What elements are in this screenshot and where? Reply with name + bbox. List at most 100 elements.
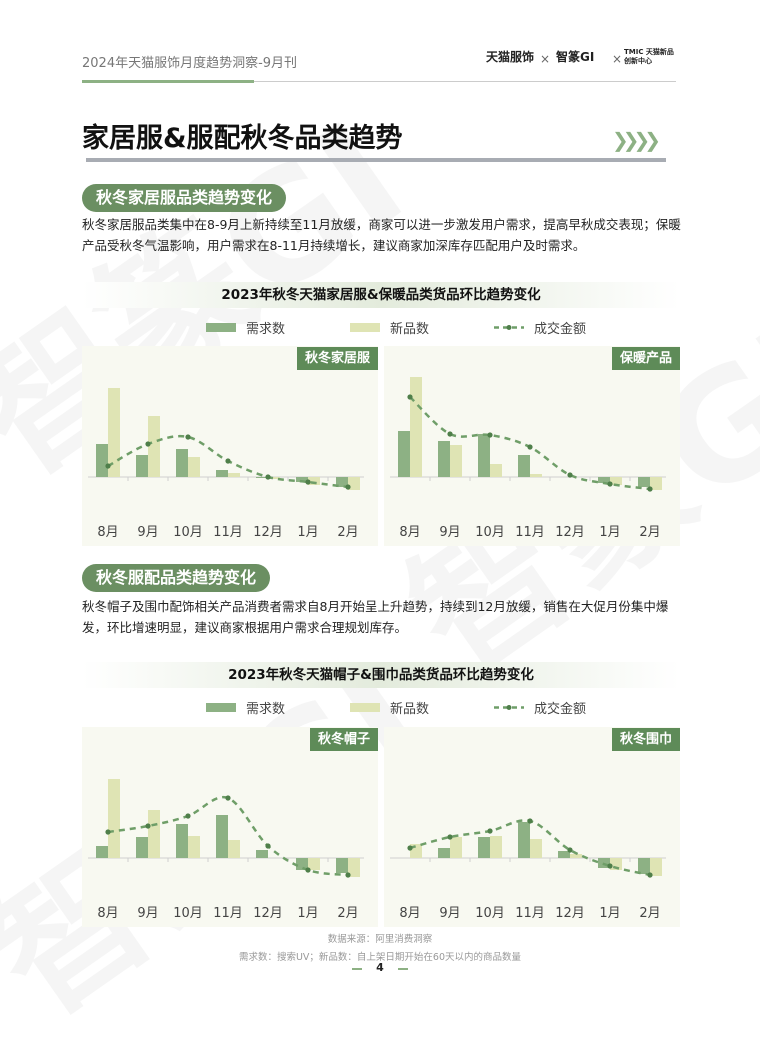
point-gmv xyxy=(407,845,413,851)
point-gmv xyxy=(407,394,413,400)
point-gmv xyxy=(447,834,453,840)
bar-demand xyxy=(296,858,308,870)
bar-demand xyxy=(518,455,530,477)
bar-demand xyxy=(216,470,228,477)
legend-demand: 需求数 xyxy=(206,318,285,337)
tmic-logo: TMIC 天猫新品创新中心 xyxy=(624,48,674,65)
section-heading-homewear: 秋冬家居服品类趋势变化 xyxy=(82,184,287,212)
panel-label: 秋冬围巾 xyxy=(611,728,680,751)
point-gmv xyxy=(527,818,533,824)
page-number-decoration xyxy=(352,968,362,970)
bar-demand xyxy=(96,444,108,477)
bar-new xyxy=(530,839,542,858)
point-gmv xyxy=(225,795,231,801)
separator: × xyxy=(612,52,623,66)
bar-demand xyxy=(438,848,450,858)
point-gmv xyxy=(345,484,351,490)
bar-new xyxy=(348,858,360,877)
chart-title-accessories: 2023年秋冬天猫帽子&围巾品类货品环比趋势变化 xyxy=(82,662,680,688)
chevrons-icon: ❯❯❯❯ xyxy=(612,128,661,152)
chart-panel-homewear: 秋冬家居服 8月 9月 10月 11月 12月 1月 2月 xyxy=(82,346,378,546)
bar-demand xyxy=(638,858,650,874)
panel-label: 保暖产品 xyxy=(611,347,680,370)
point-gmv xyxy=(265,474,271,480)
bar-new xyxy=(530,474,542,477)
legend-demand: 需求数 xyxy=(206,698,285,717)
bar-demand xyxy=(176,824,188,858)
bar-demand xyxy=(518,822,530,858)
x-tick-label: 8月 xyxy=(399,906,420,921)
bar-new xyxy=(650,858,662,876)
zhizhuan-gi-logo: 智篆GI xyxy=(556,50,595,64)
x-tick-label: 8月 xyxy=(97,906,118,921)
bar-new xyxy=(148,416,160,477)
bar-new xyxy=(650,477,662,490)
point-gmv xyxy=(447,431,453,437)
point-gmv xyxy=(105,829,111,835)
chart-svg: 8月 9月 10月 11月 12月 1月 2月 xyxy=(88,779,364,921)
bar-new xyxy=(108,388,120,477)
page-title: 家居服&服配秋冬品类趋势 xyxy=(82,123,403,154)
title-underline xyxy=(86,158,666,162)
point-gmv xyxy=(647,872,653,878)
point-gmv xyxy=(145,441,151,447)
bar-new xyxy=(188,836,200,858)
header-accent-line xyxy=(82,80,254,83)
point-gmv xyxy=(607,481,613,487)
bar-demand xyxy=(96,846,108,858)
bar-demand xyxy=(598,477,610,483)
bar-demand xyxy=(478,434,490,477)
x-tick-label: 10月 xyxy=(173,525,203,540)
point-gmv xyxy=(647,486,653,492)
x-tick-label: 11月 xyxy=(213,525,243,540)
legend-gmv: 成交金额 xyxy=(494,698,586,717)
x-tick-label: 12月 xyxy=(253,525,283,540)
x-tick-label: 9月 xyxy=(137,906,158,921)
bar-demand xyxy=(216,815,228,858)
x-tick-label: 10月 xyxy=(475,525,505,540)
legend-new: 新品数 xyxy=(350,698,429,717)
document-header-title: 2024年天猫服饰月度趋势洞察-9月刊 xyxy=(82,56,298,71)
chart-svg: 8月 9月 10月 11月 12月 1月 2月 xyxy=(88,388,364,540)
x-tick-label: 12月 xyxy=(555,906,585,921)
point-gmv xyxy=(185,813,191,819)
chart-svg: 8月 9月 10月 11月 12月 1月 2月 xyxy=(390,818,666,921)
bar-new xyxy=(410,377,422,477)
chart-panel-scarves: 秋冬围巾 8月 9月 10月 11月 12月 1月 2月 xyxy=(384,727,680,927)
bar-demand xyxy=(558,851,570,858)
point-gmv xyxy=(305,867,311,873)
x-tick-label: 8月 xyxy=(97,525,118,540)
point-gmv xyxy=(487,432,493,438)
x-tick-label: 10月 xyxy=(173,906,203,921)
x-tick-label: 1月 xyxy=(599,906,620,921)
x-tick-label: 9月 xyxy=(137,525,158,540)
chart-panel-warm-products: 保暖产品 8月 9月 10月 11月 12月 1月 2月 xyxy=(384,346,680,546)
point-gmv xyxy=(225,458,231,464)
bar-new xyxy=(268,477,280,479)
section-text-accessories: 秋冬帽子及围巾配饰相关产品消费者需求自8月开始呈上升趋势，持续到12月放缓，销售… xyxy=(82,599,669,635)
chart-panel-hats: 秋冬帽子 8月 9月 10月 11月 12月 1月 2月 xyxy=(82,727,378,927)
bar-new xyxy=(228,840,240,858)
point-gmv xyxy=(145,823,151,829)
chart-svg: 8月 9月 10月 11月 12月 1月 2月 xyxy=(390,377,666,540)
bar-new xyxy=(450,445,462,477)
x-tick-label: 9月 xyxy=(439,906,460,921)
bar-new xyxy=(228,473,240,477)
bar-demand xyxy=(136,837,148,858)
bar-demand xyxy=(256,850,268,858)
bar-demand xyxy=(478,837,490,858)
bar-new xyxy=(610,858,622,870)
bar-new xyxy=(108,779,120,858)
bar-demand xyxy=(296,477,308,482)
point-gmv xyxy=(607,863,613,869)
x-tick-label: 11月 xyxy=(515,906,545,921)
x-tick-label: 12月 xyxy=(555,525,585,540)
x-tick-label: 1月 xyxy=(297,906,318,921)
bar-demand xyxy=(638,477,650,487)
bar-demand xyxy=(336,477,348,487)
bar-new xyxy=(610,477,622,485)
header-divider xyxy=(254,81,676,82)
data-source: 数据来源：阿里消费洞察 xyxy=(327,934,433,945)
x-tick-label: 11月 xyxy=(515,525,545,540)
separator: × xyxy=(540,52,551,66)
